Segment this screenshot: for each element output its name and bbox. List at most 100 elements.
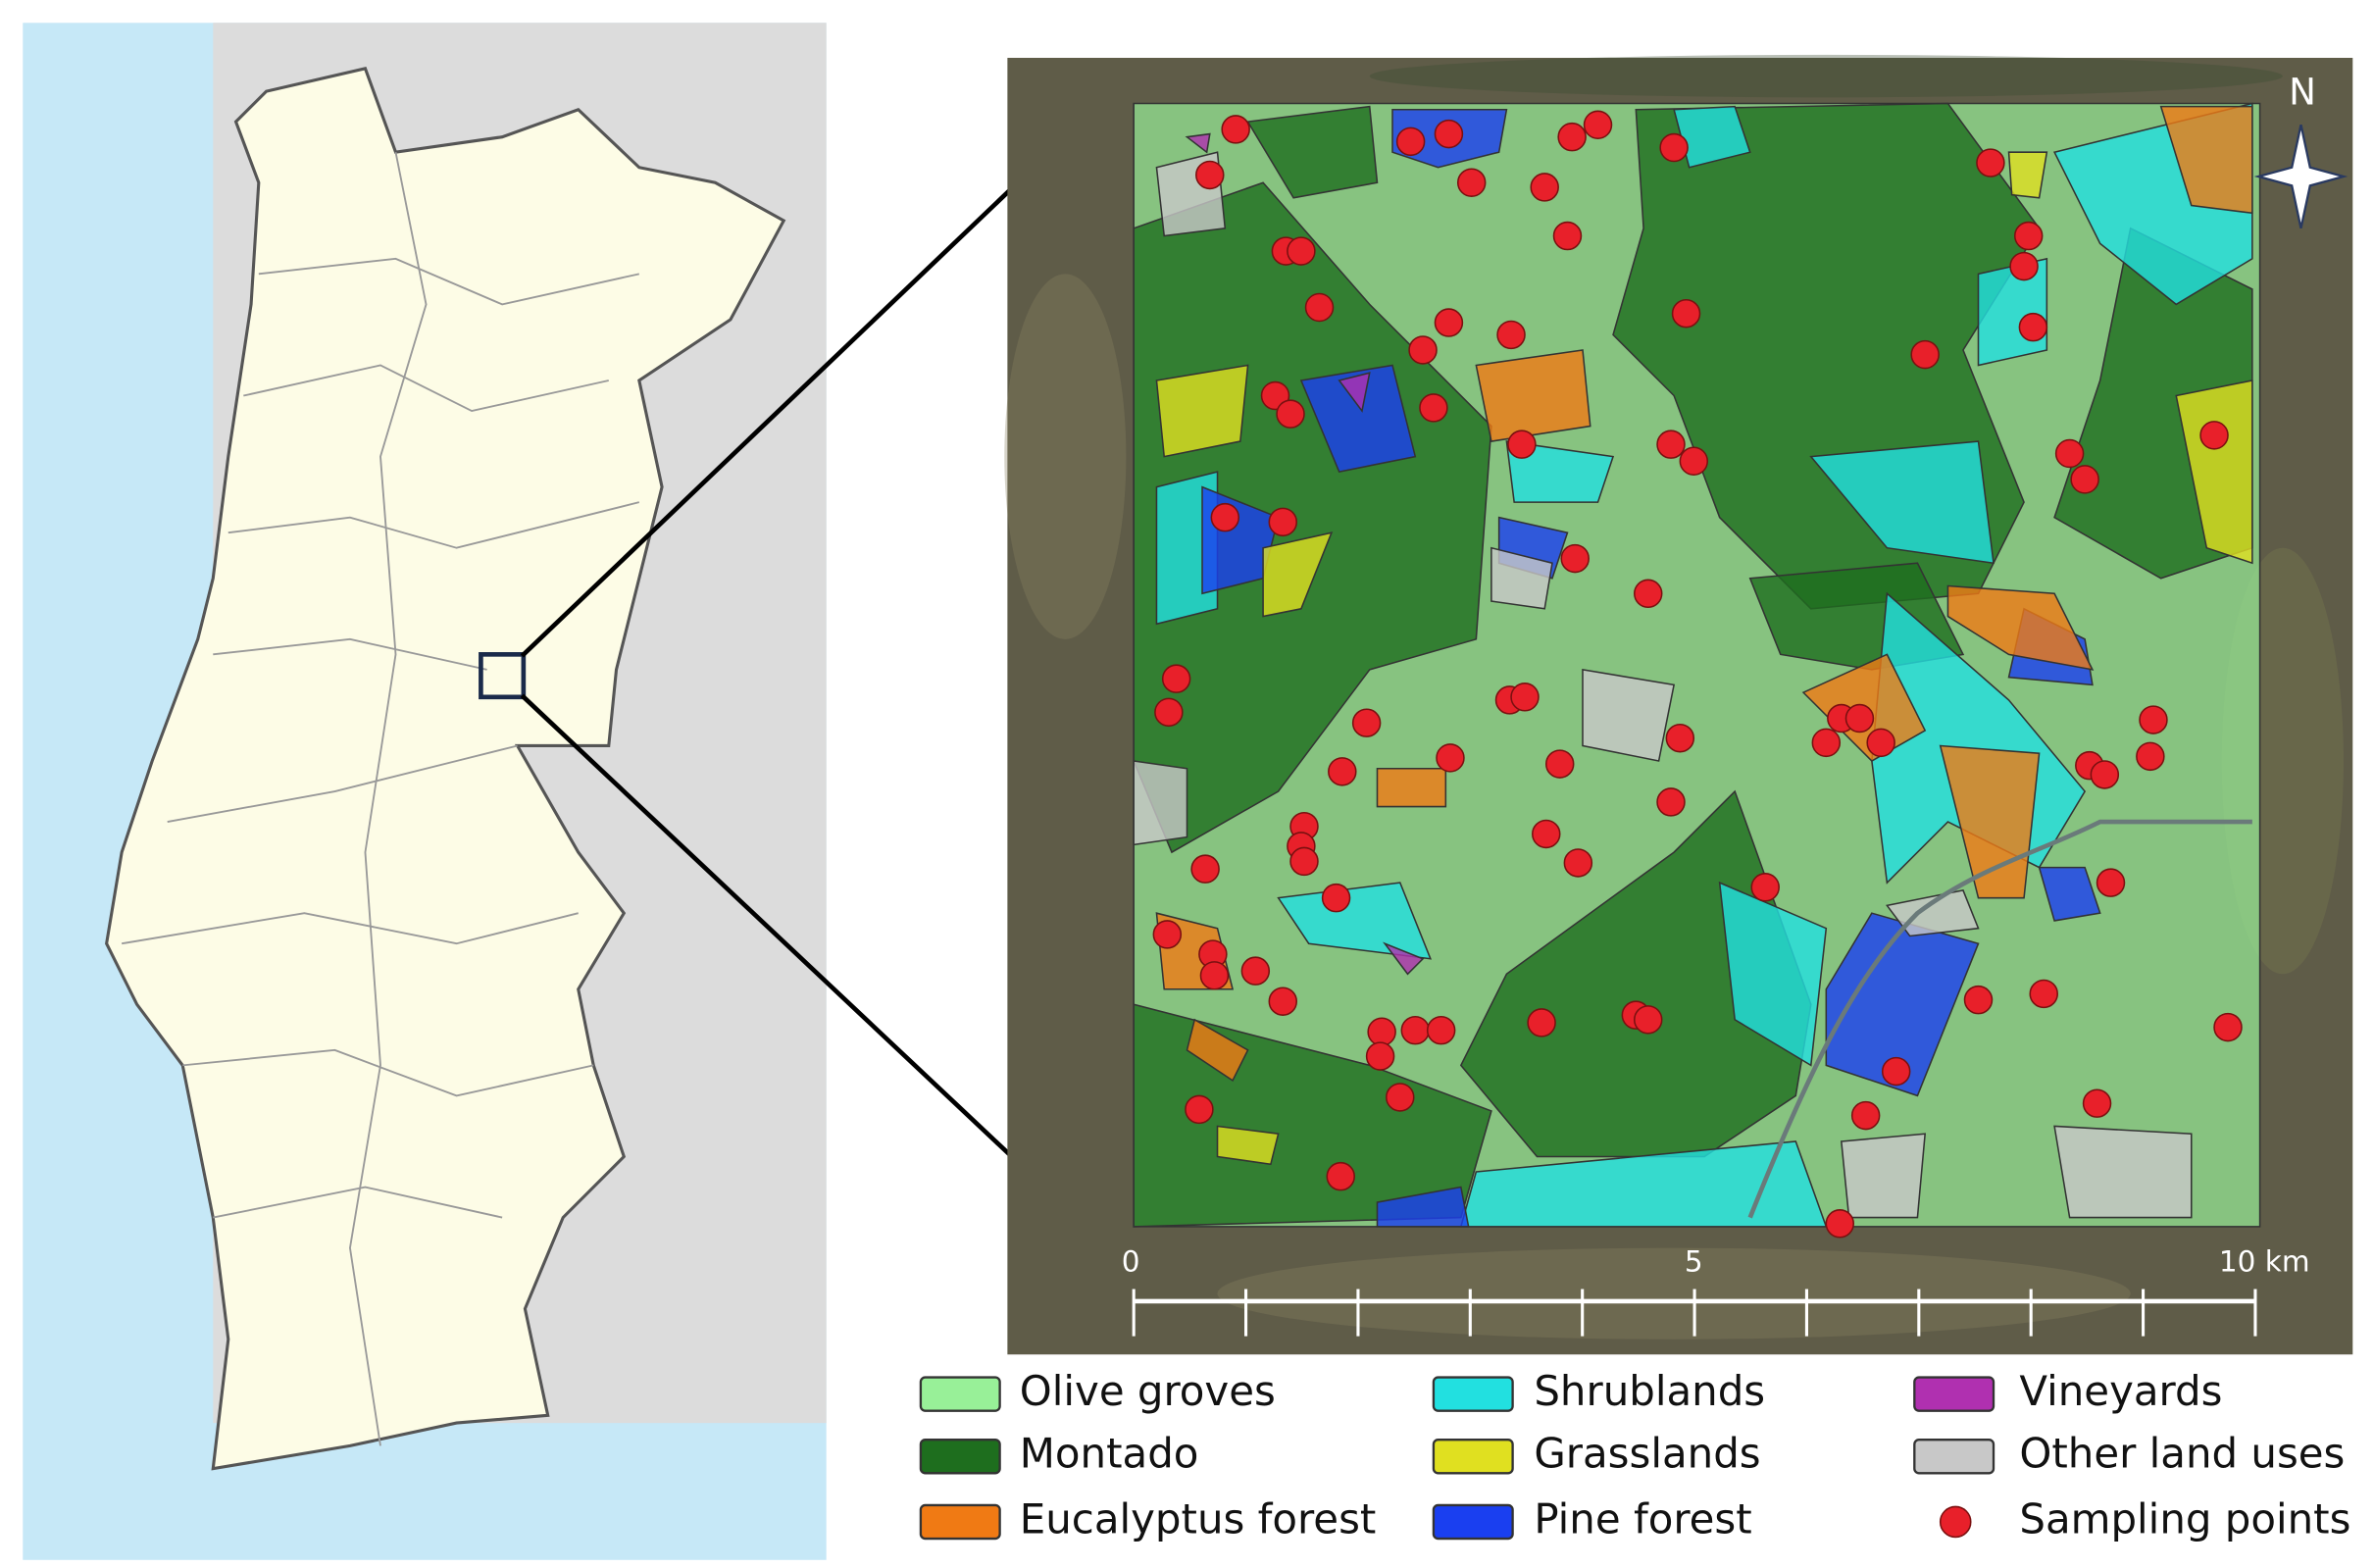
sampling-point [1552,221,1583,251]
legend-swatch [1432,1503,1514,1541]
district-borders [122,152,640,1446]
legend-label: Eucalyptus forest [1020,1494,1377,1543]
legend-label: Vineyards [2019,1367,2222,1415]
legend-label: Sampling points [2019,1494,2350,1543]
land-use-patch [1809,440,1995,565]
sampling-point [1583,110,1613,140]
sampling-point [1910,339,1940,370]
river [1747,819,2252,1219]
sampling-point [2090,760,2120,789]
sampling-point [1563,848,1593,878]
north-arrow: N [2253,71,2349,229]
sampling-point [1850,1100,1881,1131]
land-use-patch [1185,132,1211,154]
legend-label: Other land uses [2019,1430,2345,1478]
sampling-point [2054,438,2085,469]
sampling-point [1210,502,1240,532]
sampling-point [2013,221,2044,251]
sampling-point [2029,979,2058,1009]
land-use-patches [1133,102,2261,1228]
sampling-point [1633,579,1663,609]
sampling-point [1456,168,1487,197]
sampling-point [2082,1088,2112,1118]
sampling-points [1152,110,2243,1239]
sampling-point [1557,122,1587,152]
sampling-point [2136,741,2165,772]
land-use-patch [1246,105,1379,199]
zoom-line [520,693,1094,1235]
sampling-point [1532,819,1561,849]
legend-swatch [919,1439,1001,1475]
land-use-patch [2038,866,2101,922]
sampling-point [1434,119,1464,149]
sampling-point [1633,1005,1663,1035]
sampling-point [1560,543,1590,574]
scale-label: 5 [1685,1245,1703,1279]
sampling-point [1304,292,1335,323]
sampling-point [1426,1015,1456,1045]
sampling-point [1510,683,1540,712]
study-area-box [479,652,527,700]
land-use-patch [1376,767,1447,808]
sampling-point [2139,705,2168,734]
legend-swatch [1913,1439,1995,1475]
land-use-patch [1946,584,2095,671]
sampling-point [1268,986,1298,1016]
land-use-patch [1133,760,1188,846]
sampling-point [1365,1041,1395,1071]
sampling-point [1408,335,1438,365]
land-use-patch [1840,1133,1927,1219]
sampling-point [1287,236,1316,266]
sampling-point [1811,728,1842,758]
scale-bar: 0 5 10 km [1122,1245,2310,1337]
legend-swatch [919,1503,1001,1541]
land-use-patch [1886,889,1980,937]
sampling-point [1530,173,1559,202]
sampling-point [1844,703,1875,733]
land-use-patch [1155,364,1249,458]
sampling-point [1321,883,1351,913]
land-use-patch [2175,379,2253,565]
land-use-patch [1216,1125,1280,1166]
sampling-point [1221,115,1250,144]
land-use-patch [1262,531,1334,618]
land-use-patch [1299,364,1417,473]
land-use-patch [1382,941,1425,976]
zoom-line [520,109,1094,658]
land-use-patch [1475,349,1591,442]
legend-label: Pine forest [1534,1494,1751,1543]
land-use-patch [1718,881,1828,1067]
sampling-point [1881,1056,1911,1087]
sampling-point [1679,446,1709,476]
sampling-point [1328,757,1357,786]
sampling-point [1656,430,1686,459]
locator-map [23,23,827,1560]
scale-label: 10 km [2219,1245,2310,1279]
sampling-point [1195,160,1225,190]
sampling-point [1190,854,1220,884]
legend: Olive groves Montado Eucalyptus forest Shru… [919,1367,2350,1543]
sampling-point [1434,308,1464,337]
sampling-point [1386,1083,1415,1112]
sampling-point [1659,132,1689,163]
sampling-point [1367,1017,1396,1046]
sampling-point [1400,1015,1431,1045]
sampling-point [1199,961,1230,990]
sampling-point [1496,320,1526,350]
sampling-point [1825,1209,1855,1239]
legend-swatch [1432,1439,1514,1475]
sampling-point [1185,1094,1214,1125]
sampling-point [1750,873,1780,902]
land-use-patch [1582,668,1676,762]
sampling-point [1656,787,1686,817]
sampling-point [1544,749,1575,779]
legend-marker [1939,1505,1972,1539]
legend-label: Olive groves [1020,1367,1276,1415]
land-use-patch [2007,151,2048,199]
sampling-point [2213,1012,2243,1042]
legend-swatch [919,1376,1001,1412]
land-use-patch [1490,546,1553,610]
sampling-point [2070,465,2099,494]
sampling-point [1436,743,1465,773]
